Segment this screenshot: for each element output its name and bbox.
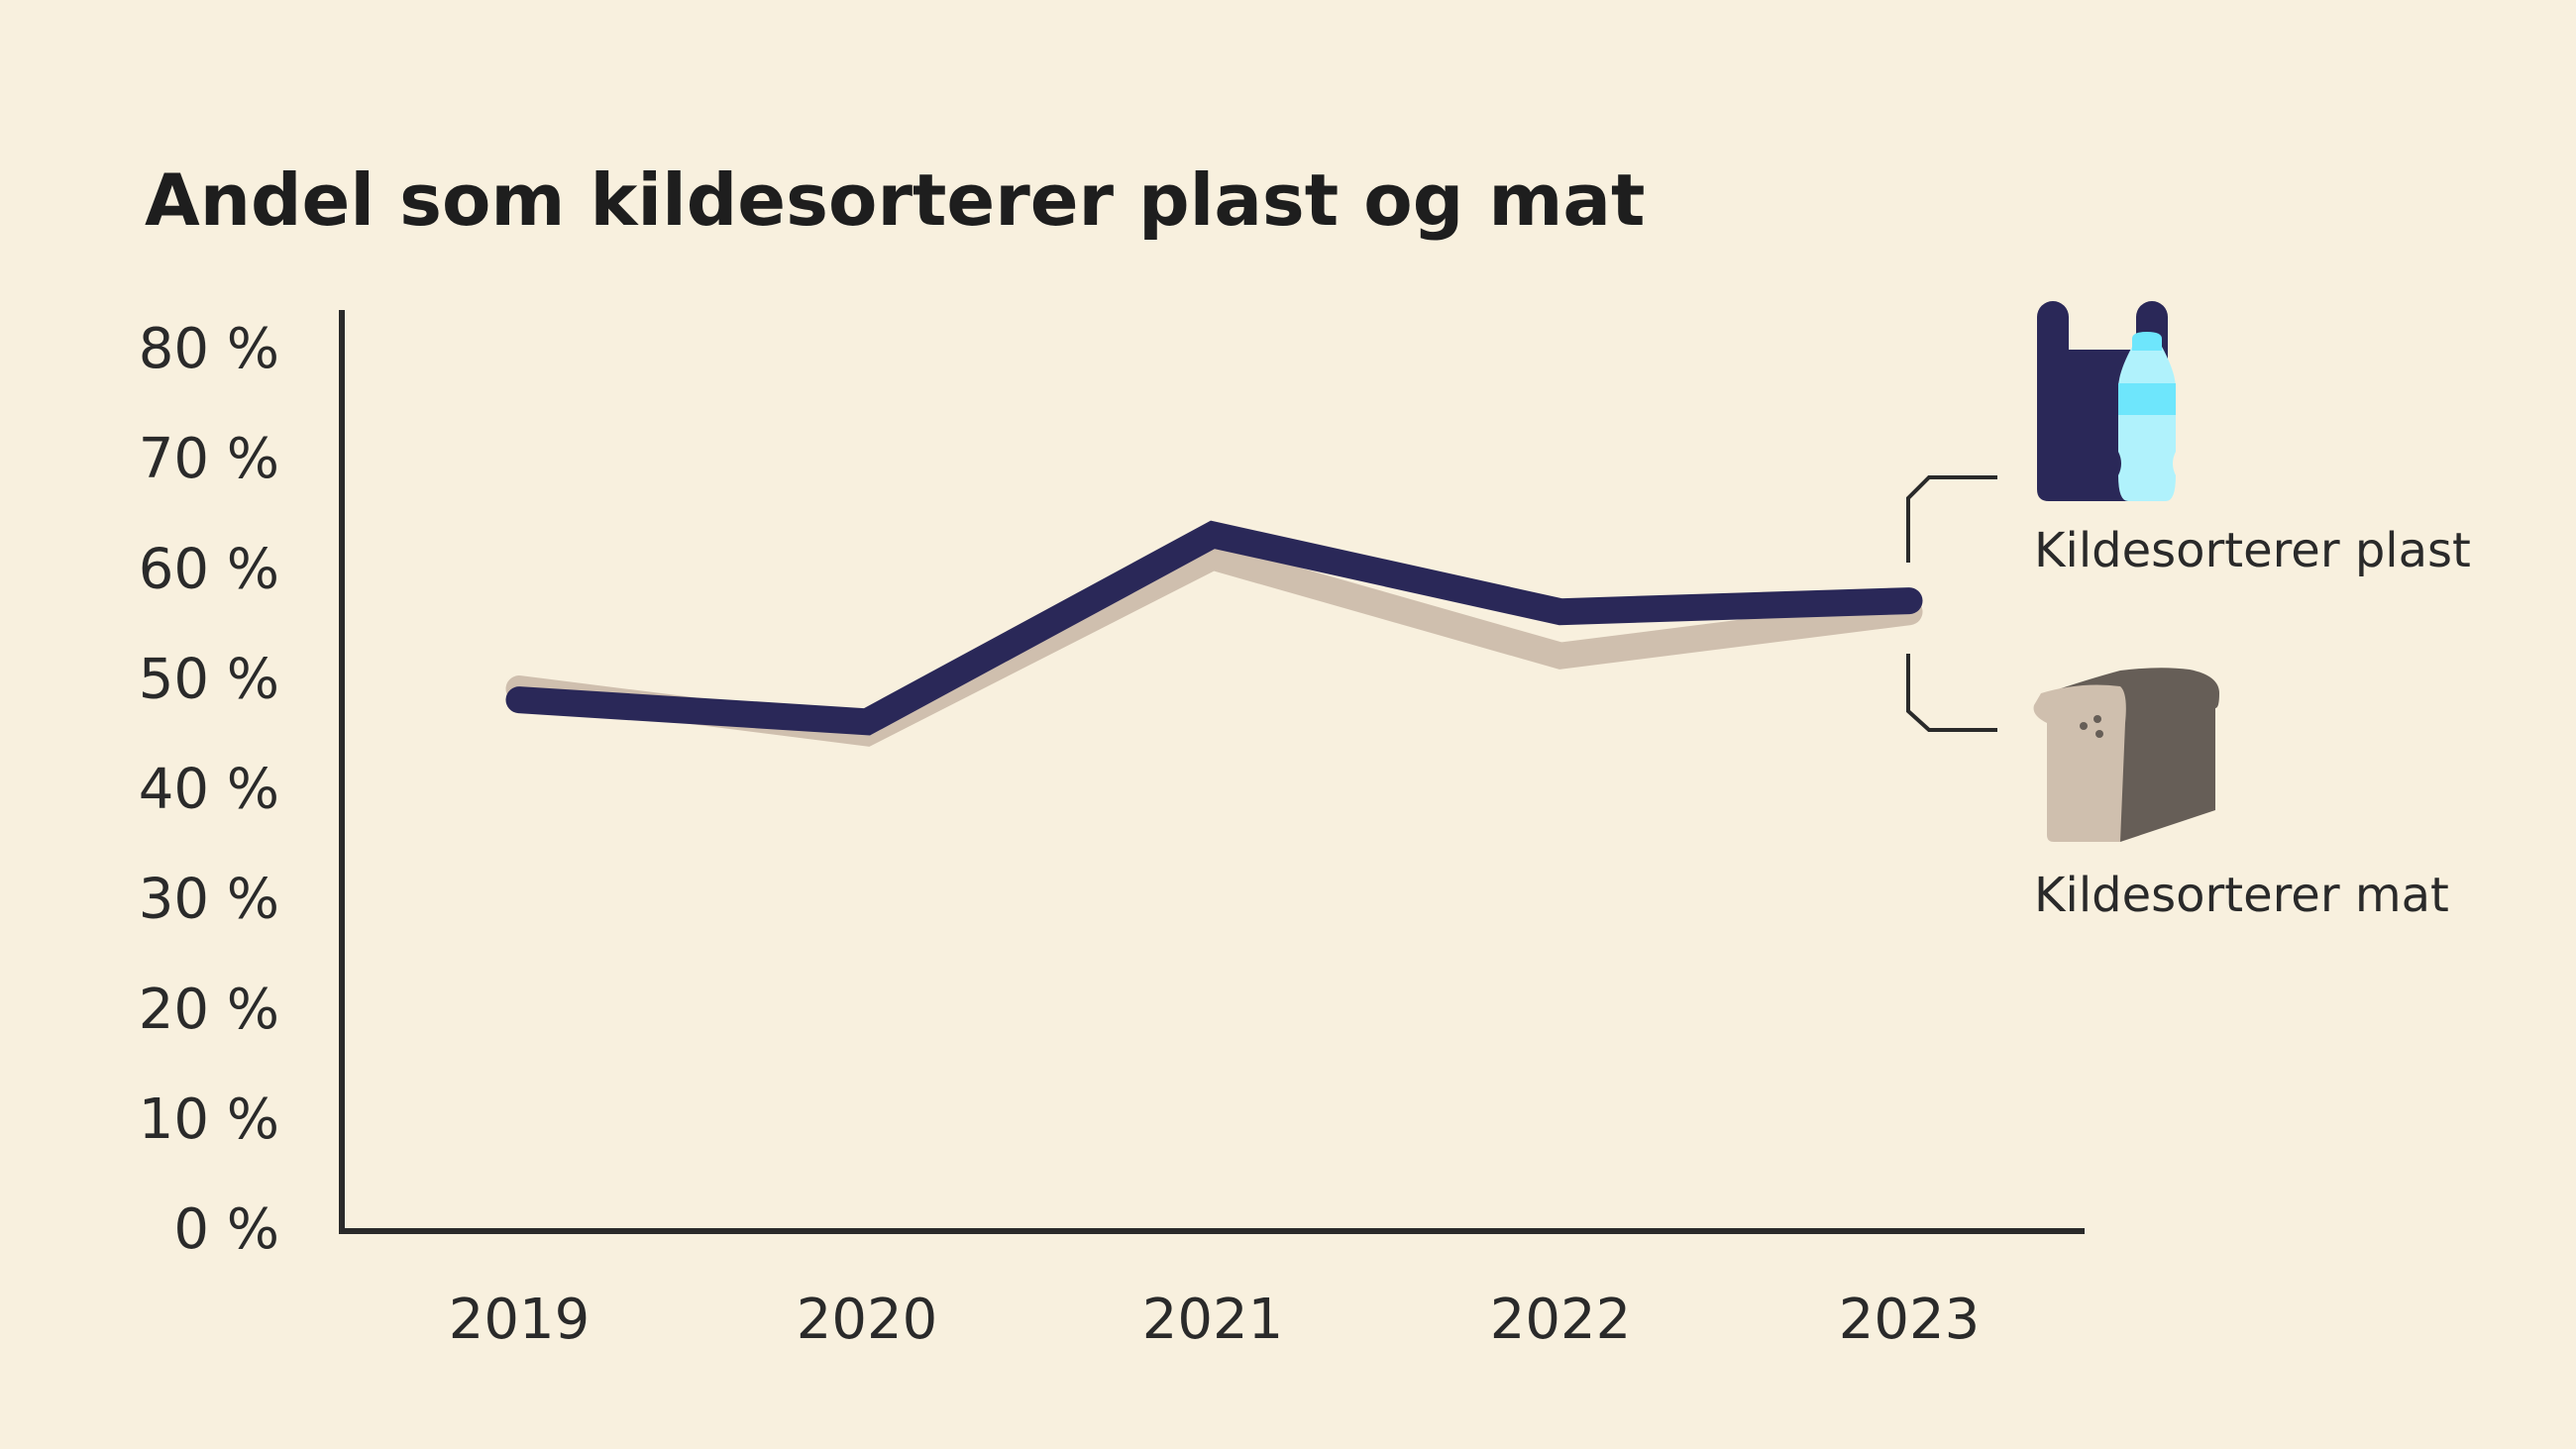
plastic-bag-bottle-icon — [2037, 301, 2176, 501]
x-tick-label: 2022 — [1490, 1288, 1632, 1352]
y-tick-label: 80 % — [139, 317, 279, 381]
bread-loaf-icon — [2033, 668, 2219, 842]
y-tick-label: 10 % — [139, 1087, 279, 1152]
y-tick-label: 70 % — [139, 427, 279, 491]
y-tick-label: 20 % — [139, 978, 279, 1042]
x-tick-label: 2020 — [797, 1288, 938, 1352]
chart-title: Andel som kildesorterer plast og mat — [145, 158, 1645, 242]
legend-bracket-mat — [1906, 654, 1997, 732]
x-tick-label: 2021 — [1142, 1288, 1284, 1352]
legend-label-plast: Kildesorterer plast — [2034, 523, 2471, 578]
y-tick-label: 0 % — [173, 1197, 279, 1262]
y-tick-label: 40 % — [139, 758, 279, 822]
legend-bracket-plast — [1906, 475, 1997, 563]
legend-label-mat: Kildesorterer mat — [2034, 868, 2449, 923]
x-tick-label: 2023 — [1839, 1288, 1981, 1352]
y-tick-label: 50 % — [139, 647, 279, 711]
y-tick-label: 60 % — [139, 537, 279, 601]
y-tick-label: 30 % — [139, 868, 279, 932]
x-tick-label: 2019 — [449, 1288, 590, 1352]
